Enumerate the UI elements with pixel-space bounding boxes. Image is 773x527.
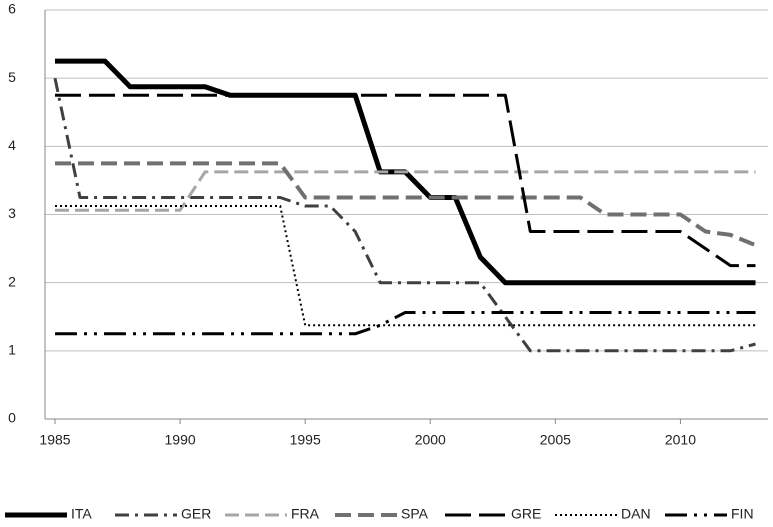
y-tick-label: 2 [8, 273, 16, 289]
x-tick-label: 1985 [39, 432, 70, 448]
x-tick-label: 2000 [415, 432, 446, 448]
x-tick-label: 1990 [165, 432, 196, 448]
y-tick-label: 5 [8, 69, 16, 85]
y-tick-label: 3 [8, 205, 16, 221]
legend-label: FRA [291, 506, 320, 522]
x-tick-label: 1995 [290, 432, 321, 448]
series-line [55, 161, 757, 248]
legend-label: DAN [621, 506, 651, 522]
y-tick-label: 1 [8, 342, 16, 358]
legend-label: GER [181, 506, 211, 522]
legend-label: SPA [401, 506, 429, 522]
y-tick-label: 4 [8, 137, 16, 153]
series-line [55, 170, 756, 212]
y-tick-label: 6 [8, 1, 16, 17]
legend-label: ITA [71, 506, 92, 522]
legend-label: GRE [511, 506, 541, 522]
series-line [55, 93, 756, 268]
series-line [55, 311, 756, 336]
legend-label: FIN [731, 506, 754, 522]
x-tick-label: 2010 [665, 432, 696, 448]
x-tick-label: 2005 [540, 432, 571, 448]
series-line [53, 77, 756, 353]
series-line [55, 205, 756, 327]
y-tick-label: 0 [8, 410, 16, 426]
